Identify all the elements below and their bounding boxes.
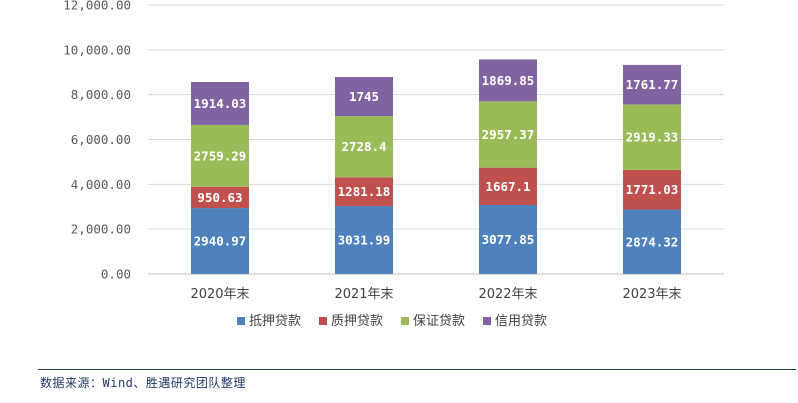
x-axis: 2020年末 2021年末 2022年末 2023年末 (190, 287, 681, 302)
bar-segment (191, 82, 249, 125)
bar-segment (191, 186, 249, 209)
legend-label: 保证贷款 (413, 314, 465, 329)
bar-segment (335, 206, 393, 274)
legend-swatch (401, 317, 409, 325)
legend: 抵押贷款 质押贷款 保证贷款 信用贷款 (237, 314, 547, 329)
data-label: 3031.99 (338, 233, 391, 248)
legend-label: 抵押贷款 (249, 314, 301, 329)
legend-swatch (483, 317, 491, 325)
bar-segment (479, 205, 537, 274)
data-label: 2957.37 (482, 127, 535, 142)
bar-segment (335, 77, 393, 117)
bar-segment (623, 64, 681, 105)
category-label: 2021年末 (334, 287, 393, 302)
data-label: 1869.85 (482, 73, 535, 88)
category-label: 2023年末 (622, 287, 681, 302)
data-label: 1667.1 (485, 179, 530, 194)
bar-segment (623, 209, 681, 274)
data-label: 2919.33 (626, 130, 679, 145)
data-label: 2728.4 (341, 139, 386, 154)
bar-segment (335, 177, 393, 207)
data-label: 2874.32 (626, 234, 679, 249)
y-tick-label: 0.00 (101, 267, 131, 282)
legend-swatch (319, 317, 327, 325)
y-tick-label: 8,000.00 (71, 87, 131, 102)
legend-label: 信用贷款 (495, 314, 547, 329)
y-axis: 0.00 2,000.00 4,000.00 6,000.00 8,000.00 10,0… (63, 0, 131, 282)
legend-swatch (237, 317, 245, 325)
data-label: 1281.18 (338, 184, 391, 199)
bar-segment (191, 124, 249, 187)
data-label: 1761.77 (626, 77, 679, 92)
bar-segment (191, 208, 249, 274)
bar-segment (623, 104, 681, 170)
data-label: 1745 (349, 89, 379, 104)
legend-label: 质押贷款 (331, 314, 383, 329)
data-label: 3077.85 (482, 232, 535, 247)
bar-segment (479, 167, 537, 206)
bar-segment (623, 169, 681, 210)
data-label: 950.63 (197, 190, 242, 205)
data-label: 1771.03 (626, 182, 679, 197)
y-tick-label: 2,000.00 (71, 222, 131, 237)
y-tick-label: 4,000.00 (71, 177, 131, 192)
y-tick-label: 10,000.00 (63, 42, 131, 57)
category-label: 2022年末 (478, 287, 537, 302)
y-tick-label: 6,000.00 (71, 132, 131, 147)
bar-segment (479, 101, 537, 168)
data-label: 2759.29 (194, 148, 247, 163)
bar-segment (479, 59, 537, 102)
data-label: 1914.03 (194, 96, 247, 111)
bars: 2940.97 950.63 2759.29 1914.03 3031.99 1281.1… (191, 59, 681, 274)
divider (38, 369, 796, 370)
source-note: 数据来源：Wind、胜遇研究团队整理 (40, 376, 246, 390)
data-label: 2940.97 (194, 234, 247, 249)
category-label: 2020年末 (190, 287, 249, 302)
bar-segment (335, 116, 393, 178)
y-tick-label: 12,000.00 (63, 0, 131, 13)
